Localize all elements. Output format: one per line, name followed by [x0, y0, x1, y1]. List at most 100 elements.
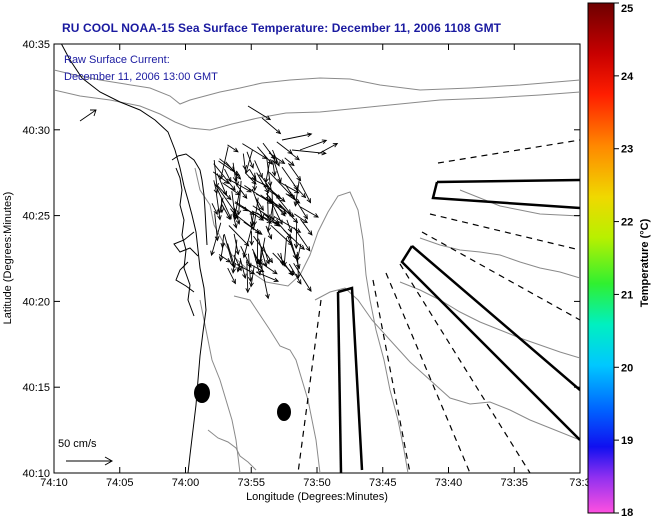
current-vector — [213, 163, 236, 191]
current-vector — [211, 203, 218, 216]
current-vector — [255, 271, 280, 283]
current-vector — [216, 173, 228, 197]
current-vector — [247, 253, 253, 283]
current-vector — [300, 218, 313, 236]
x-tick-label: 74:10 — [40, 477, 68, 489]
current-vector — [262, 245, 271, 265]
x-axis-label: Longitude (Degrees:Minutes) — [246, 491, 388, 503]
current-vector — [252, 197, 259, 227]
current-vector — [299, 181, 311, 204]
shipping-lanes — [336, 178, 580, 473]
current-vector — [278, 181, 300, 194]
current-vector — [232, 213, 238, 229]
current-vector — [217, 185, 232, 201]
buoy-marker — [277, 403, 291, 421]
current-vector — [252, 211, 280, 226]
lane-boundaries — [297, 139, 580, 473]
y-axis-label: Latitude (Degrees:Minutes) — [2, 192, 14, 325]
current-vector — [213, 180, 219, 195]
current-vector — [79, 109, 97, 122]
current-vector — [300, 206, 319, 218]
current-vector — [281, 132, 313, 141]
current-vector — [247, 105, 272, 121]
current-vector — [266, 158, 273, 187]
current-vector — [236, 259, 242, 273]
current-vector — [270, 190, 276, 222]
current-vector — [277, 253, 294, 277]
current-vector — [276, 141, 293, 155]
y-tick-label: 40:35 — [22, 39, 50, 51]
current-vector — [218, 254, 232, 263]
current-vector — [236, 180, 242, 216]
x-tick-label: 73:40 — [435, 477, 463, 489]
x-tick-label: 73:3 — [569, 477, 590, 489]
plot-area — [53, 43, 581, 474]
colorbar-tick-label: 22 — [621, 217, 633, 229]
current-vector — [245, 259, 251, 294]
current-vector — [270, 224, 293, 246]
current-vector — [222, 182, 241, 196]
current-vector — [218, 160, 240, 176]
current-vector — [227, 243, 236, 269]
current-vector — [269, 150, 278, 165]
current-vector — [254, 160, 263, 179]
y-tick-label: 40:25 — [22, 211, 50, 223]
x-tick-label: 73:45 — [369, 477, 397, 489]
y-tick-label: 40:15 — [22, 382, 50, 394]
current-vector — [227, 267, 236, 285]
coastline — [60, 44, 208, 473]
current-vector — [269, 187, 292, 215]
annotation-line1: Raw Surface Current: — [64, 54, 170, 66]
annotation-line2: December 11, 2006 13:00 GMT — [64, 71, 218, 83]
current-vector — [282, 237, 287, 267]
x-tick-label: 73:50 — [303, 477, 331, 489]
current-vector — [317, 143, 339, 155]
current-vector — [233, 207, 241, 225]
current-vector — [261, 268, 270, 300]
current-vector — [295, 243, 302, 262]
current-vector — [242, 227, 253, 259]
current-vector — [237, 185, 248, 200]
colorbar-ticks: 25 24 23 22 21 20 19 18 — [614, 2, 634, 518]
current-vector — [256, 172, 269, 194]
current-vector — [219, 198, 225, 214]
current-vector — [288, 162, 302, 182]
current-vector — [258, 237, 266, 267]
current-vector — [264, 158, 271, 184]
current-vector — [273, 160, 282, 184]
colorbar-tick-label: 23 — [621, 144, 633, 156]
current-vector — [293, 179, 300, 207]
current-vector — [281, 166, 299, 191]
current-vector — [261, 117, 282, 135]
x-tick-label: 74:00 — [172, 477, 200, 489]
scale-arrow — [66, 456, 114, 466]
current-vector — [228, 179, 253, 193]
current-vector — [254, 197, 264, 212]
colorbar — [587, 2, 615, 514]
current-vector — [233, 233, 240, 256]
x-axis-ticks: 74:10 74:05 74:00 73:55 73:50 73:45 73:40 73:35… — [40, 44, 591, 489]
map-title: RU COOL NOAA-15 Sea Surface Temperature:… — [62, 21, 502, 35]
current-vector — [284, 184, 296, 201]
current-vector — [271, 159, 277, 177]
current-vector — [252, 205, 280, 224]
current-vector — [210, 222, 222, 257]
colorbar-tick-label: 21 — [621, 289, 633, 301]
current-vector — [293, 227, 311, 252]
current-vector — [249, 265, 255, 288]
colorbar-tick-label: 24 — [621, 71, 634, 83]
current-vector — [227, 144, 239, 153]
y-axis-ticks: 40:35 40:30 40:25 40:20 40:15 40:10 — [22, 39, 580, 480]
current-vector — [234, 202, 249, 212]
y-tick-label: 40:20 — [22, 296, 50, 308]
colorbar-tick-label: 25 — [621, 3, 633, 15]
current-vector — [221, 204, 231, 221]
current-vector — [220, 234, 226, 249]
current-vector — [248, 176, 270, 188]
current-vector — [243, 221, 263, 235]
colorbar-tick-label: 19 — [621, 435, 633, 447]
y-tick-label: 40:30 — [22, 125, 50, 137]
current-vector — [288, 263, 302, 285]
current-vector — [260, 194, 287, 215]
